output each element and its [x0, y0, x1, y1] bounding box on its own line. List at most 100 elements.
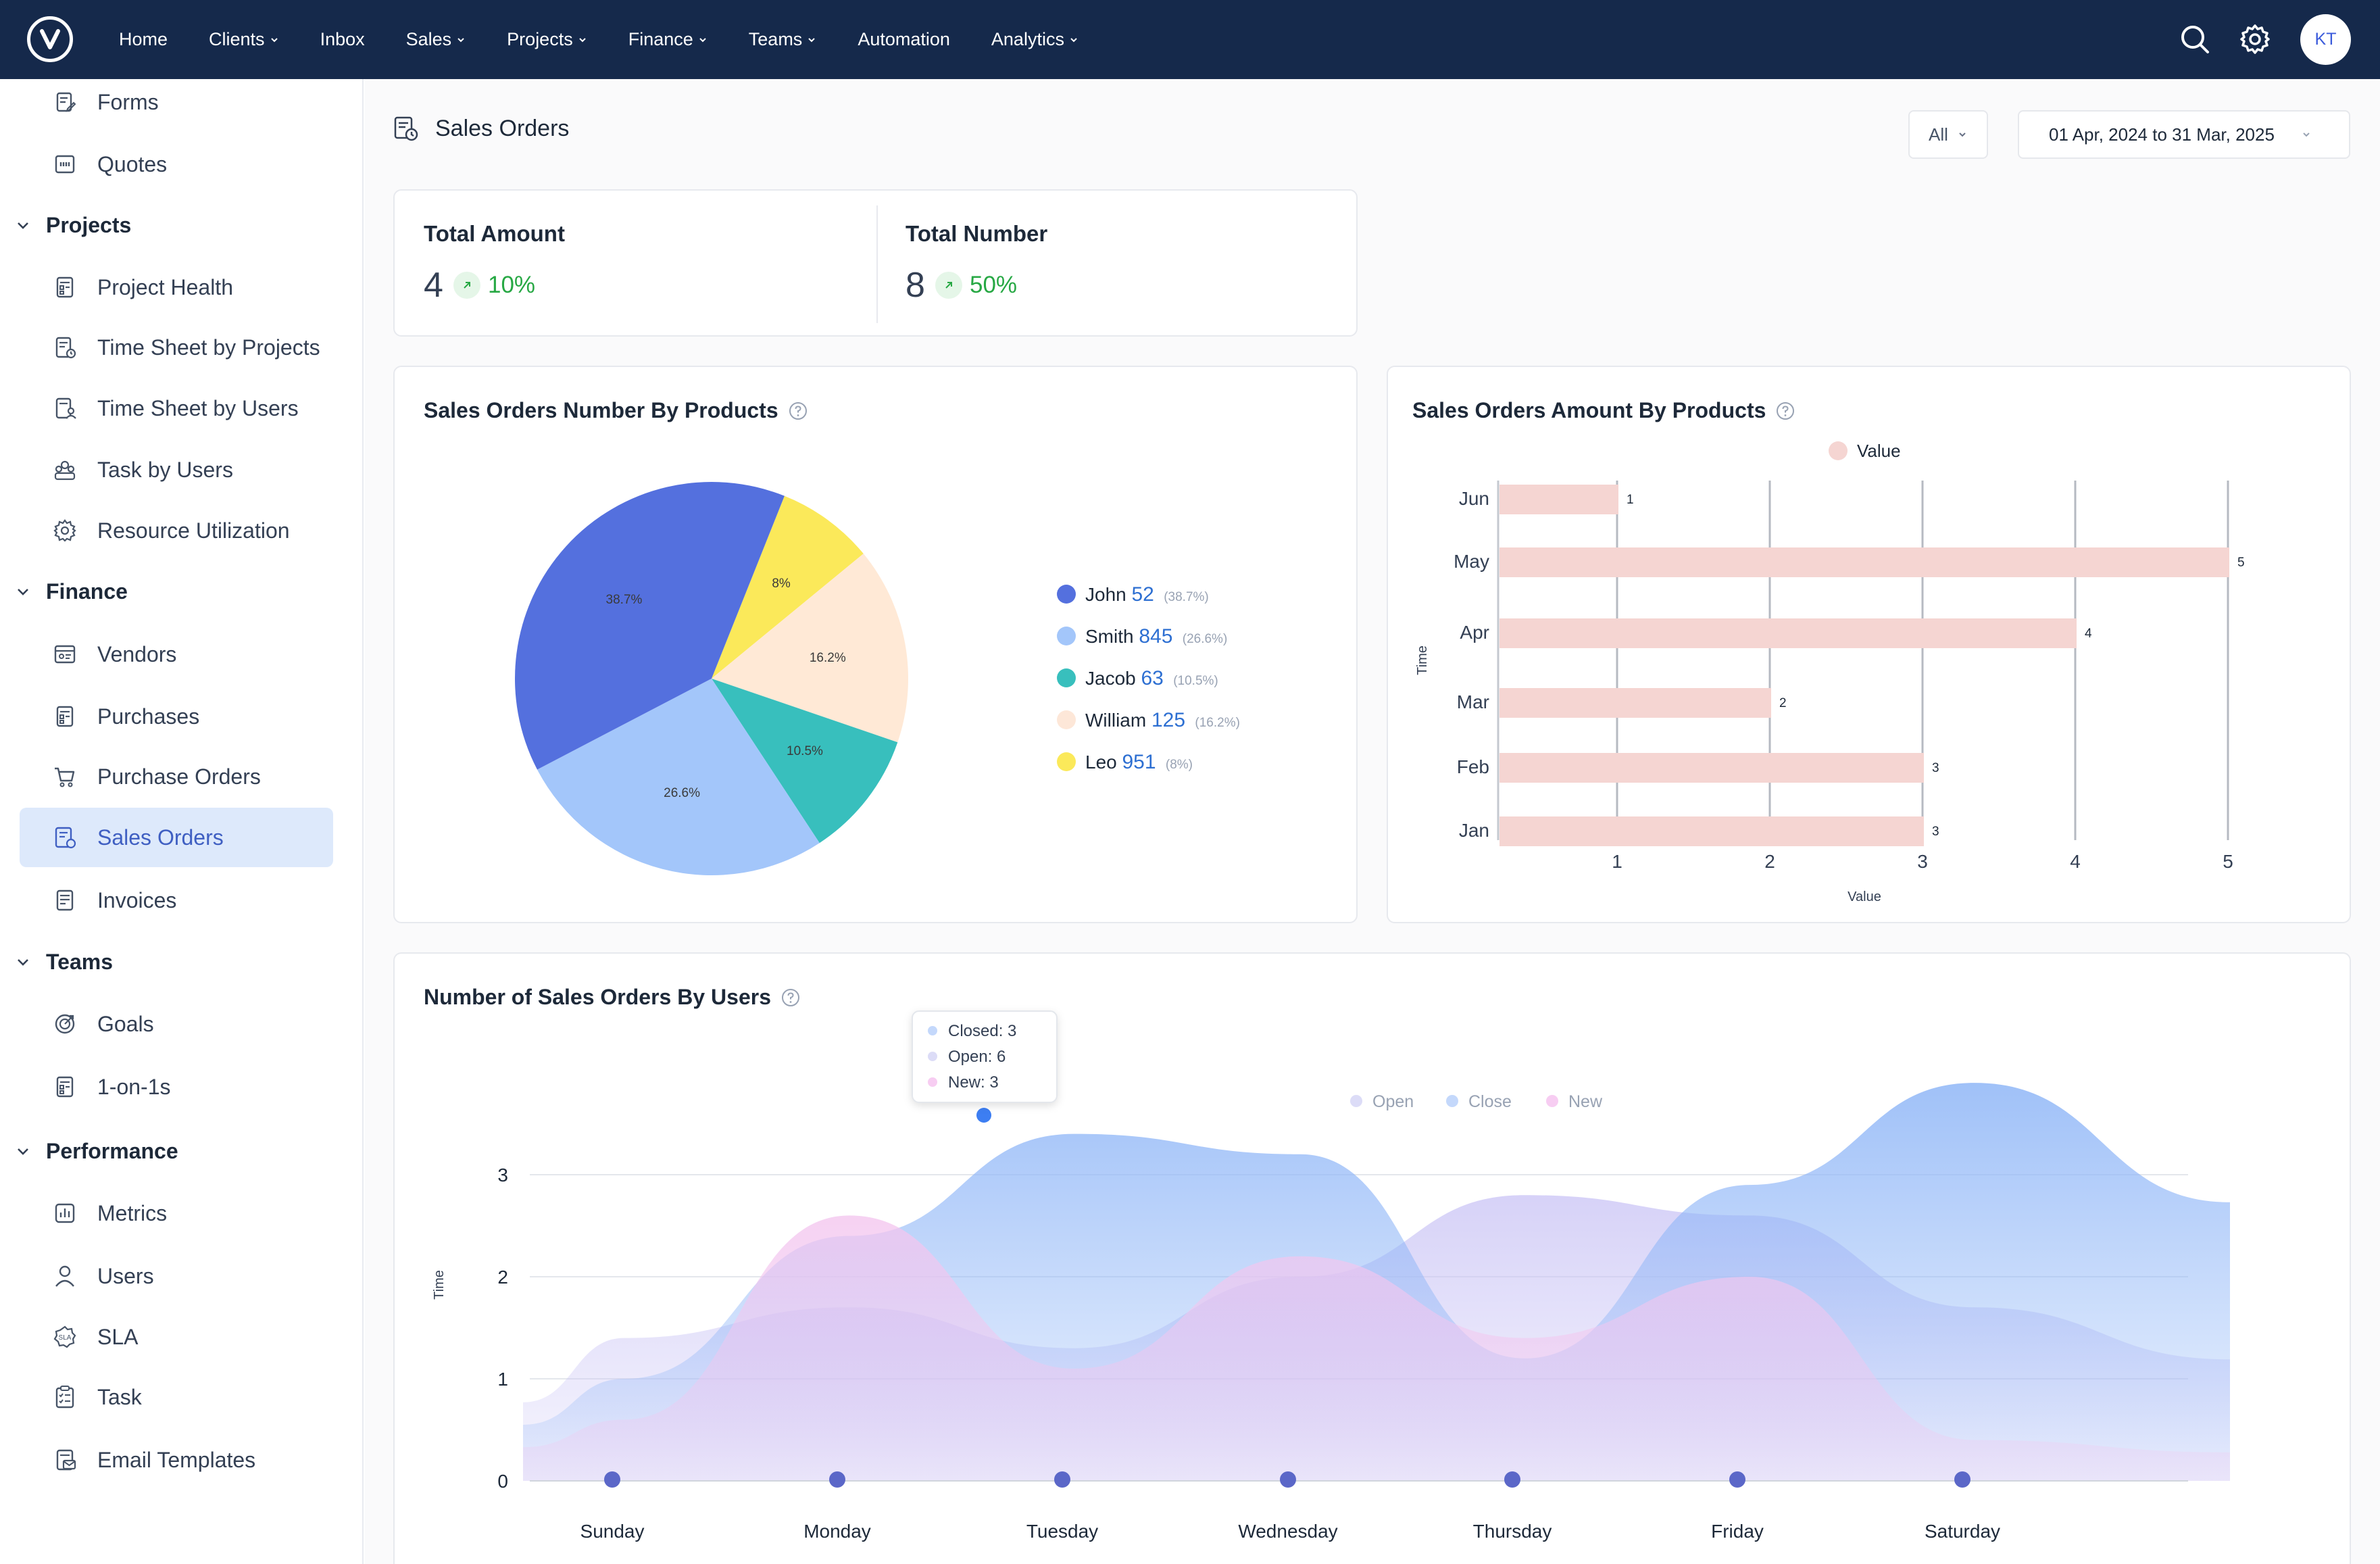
sidebar-item-project-health[interactable]: Project Health	[0, 258, 364, 317]
sidebar-item-task-by-users[interactable]: Task by Users	[0, 440, 364, 499]
y-tick-label: 0	[497, 1471, 508, 1492]
tooltip: Closed: 3 Open: 6 New: 3	[912, 1010, 1058, 1103]
x-tick-label: Saturday	[1925, 1521, 2000, 1542]
x-point-dot[interactable]	[1504, 1471, 1520, 1488]
kpi-value-total-number: 8	[906, 266, 925, 305]
nav-home[interactable]: Home	[119, 29, 168, 50]
pie-slice-john[interactable]	[515, 482, 785, 770]
x-point-dot[interactable]	[1054, 1471, 1070, 1488]
bar-jun[interactable]	[1499, 485, 1618, 514]
help-icon[interactable]	[788, 401, 808, 421]
date-range-picker[interactable]: 01 Apr, 2024 to 31 Mar, 2025	[2018, 110, 2350, 159]
sidebar-item-label: Metrics	[97, 1200, 168, 1225]
sidebar-item-vendors[interactable]: Vendors	[0, 625, 364, 684]
legend-label-new[interactable]: New	[1568, 1092, 1603, 1111]
app-logo[interactable]	[27, 16, 73, 62]
report-icon	[56, 276, 74, 298]
cart-icon	[55, 767, 75, 787]
sidebar-item-sla[interactable]: SLA SLA	[0, 1307, 364, 1367]
gear-icon[interactable]	[2239, 23, 2271, 55]
y-tick-label: Jun	[1459, 488, 1489, 509]
x-point-dot[interactable]	[829, 1471, 845, 1488]
chevron-down-icon	[808, 37, 816, 42]
pie-slice-jacob[interactable]	[712, 679, 898, 844]
sidebar-item-purchase-orders[interactable]: Purchase Orders	[0, 747, 364, 806]
legend-label-open[interactable]: Open	[1372, 1092, 1414, 1111]
bar-apr[interactable]	[1499, 618, 2077, 648]
nav-label: Automation	[858, 29, 950, 49]
legend-dot-william	[1057, 710, 1076, 729]
pie-slice-leo[interactable]	[712, 495, 864, 679]
sidebar-item-finance[interactable]: Finance	[0, 562, 364, 621]
chevron-down-icon	[270, 37, 278, 42]
bar-value-label: 1	[1627, 493, 1634, 507]
x-point-dot[interactable]	[1729, 1471, 1745, 1488]
sidebar-item-goals[interactable]: Goals	[0, 994, 364, 1054]
bar-feb[interactable]	[1499, 753, 1924, 783]
bar-mar[interactable]	[1499, 688, 1771, 718]
legend-item-leo[interactable]: Leo 951 (8%)	[1085, 751, 1193, 773]
bar-jan[interactable]	[1499, 816, 1924, 846]
area-series-new[interactable]	[523, 1215, 2230, 1481]
legend-item-jacob[interactable]: Jacob 63 (10.5%)	[1085, 667, 1218, 689]
sidebar-item-task[interactable]: Task	[0, 1367, 364, 1427]
legend-item-smith[interactable]: Smith 845 (26.6%)	[1085, 625, 1227, 647]
hover-point[interactable]	[976, 1108, 991, 1123]
nav-sales[interactable]: Sales	[406, 29, 466, 50]
area-chart-card: Number of Sales Orders By Users 0 1 2 3 Time…	[393, 952, 2351, 1564]
pie-slice-smith[interactable]	[537, 679, 820, 875]
sidebar-item-purchases[interactable]: Purchases	[0, 687, 364, 746]
nav-projects[interactable]: Projects	[507, 29, 587, 50]
x-axis-title: Value	[1848, 889, 1881, 904]
sidebar-item-label: Quotes	[97, 151, 168, 176]
x-point-dot[interactable]	[1954, 1471, 1970, 1488]
search-icon[interactable]	[2179, 23, 2211, 55]
sidebar-item-email-templates[interactable]: Email Templates	[0, 1430, 364, 1490]
legend-dot-leo	[1057, 752, 1076, 771]
sidebar-item-metrics[interactable]: Metrics	[0, 1183, 364, 1243]
nav-teams[interactable]: Teams	[749, 29, 817, 50]
sidebar-item-users[interactable]: Users	[0, 1246, 364, 1306]
help-icon[interactable]	[780, 987, 801, 1008]
x-tick-label: Tuesday	[1026, 1521, 1098, 1542]
sidebar-item-label: 1-on-1s	[97, 1074, 171, 1099]
nav-analytics[interactable]: Analytics	[991, 29, 1079, 50]
sidebar-item-label: Teams	[46, 949, 114, 974]
sidebar-item-label: Purchase Orders	[97, 764, 261, 789]
legend-item-william[interactable]: William 125 (16.2%)	[1085, 709, 1240, 731]
sidebar-item-time-sheet-by-users[interactable]: Time Sheet by Users	[0, 378, 364, 438]
sidebar-item-label: Finance	[46, 579, 128, 604]
sidebar-item-forms[interactable]: Forms	[0, 72, 364, 132]
status-filter-dropdown[interactable]: All	[1908, 110, 1988, 159]
nav-clients[interactable]: Clients	[209, 29, 279, 50]
bar-may[interactable]	[1499, 547, 2229, 577]
timesheet-icon	[55, 337, 76, 359]
sidebar-item-projects[interactable]: Projects	[0, 195, 364, 255]
sidebar-item-label: Sales Orders	[97, 825, 224, 850]
legend-item-john[interactable]: John 52 (38.7%)	[1085, 583, 1209, 606]
sidebar-item-1-on-1s[interactable]: 1-on-1s	[0, 1057, 364, 1117]
nav-automation[interactable]: Automation	[858, 29, 950, 50]
help-icon[interactable]	[1775, 401, 1795, 421]
sidebar-item-quotes[interactable]: Quotes	[0, 135, 364, 194]
x-point-dot[interactable]	[604, 1471, 620, 1488]
chevron-down-icon	[18, 589, 28, 595]
sidebar-item-sales-orders[interactable]: Sales Orders	[20, 808, 333, 867]
nav-inbox[interactable]: Inbox	[320, 29, 365, 50]
pie-slice-william[interactable]	[712, 554, 908, 743]
x-point-dot[interactable]	[1280, 1471, 1296, 1488]
sidebar-item-resource-utilization[interactable]: Resource Utilization	[0, 501, 364, 560]
sidebar-item-label: Resource Utilization	[97, 518, 290, 543]
legend-dot-close	[1446, 1095, 1458, 1107]
nav-finance[interactable]: Finance	[628, 29, 708, 50]
sidebar-item-invoices[interactable]: Invoices	[0, 871, 364, 930]
legend-value: 63	[1141, 667, 1170, 689]
pie-chart: 8% 16.2% 10.5% 26.6% 38.7% John 52 (38.7%) Smi…	[515, 482, 1240, 875]
legend-label-close[interactable]: Close	[1468, 1092, 1512, 1111]
sidebar-item-time-sheet-by-projects[interactable]: Time Sheet by Projects	[0, 318, 364, 377]
sidebar-item-teams[interactable]: Teams	[0, 932, 364, 992]
sidebar-item-performance[interactable]: Performance	[0, 1121, 364, 1181]
avatar[interactable]: KT	[2300, 14, 2351, 65]
sidebar-item-label: Task	[97, 1384, 142, 1409]
sidebar-item-label: Time Sheet by Projects	[97, 335, 320, 360]
